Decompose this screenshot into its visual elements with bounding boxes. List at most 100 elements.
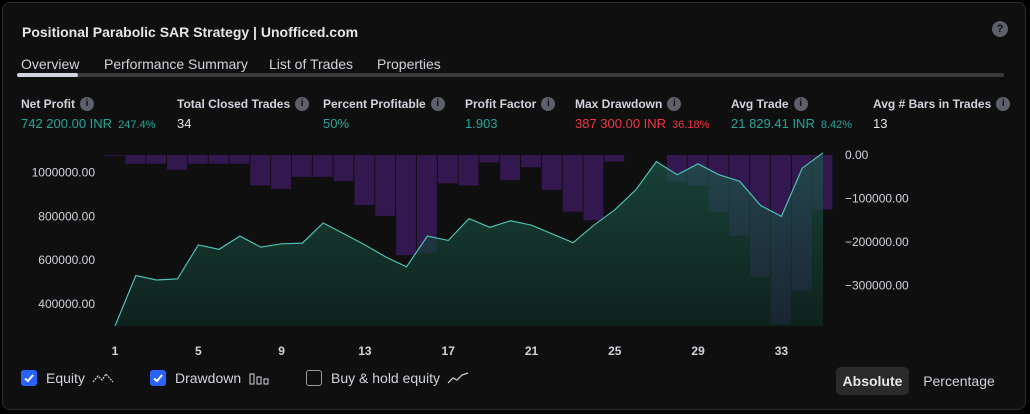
drawdown-bar — [271, 155, 291, 189]
y-tick-label: 400000.00 — [38, 297, 95, 311]
metric-max-drawdown: Max Drawdown i 387 300.00 INR 36.18% — [575, 97, 709, 131]
info-icon[interactable]: i — [667, 97, 682, 111]
y-tick-label: 1000000.00 — [32, 166, 96, 180]
tab-performance-summary[interactable]: Performance Summary — [104, 56, 248, 72]
percentage-toggle-button[interactable]: Percentage — [923, 373, 995, 389]
metric-label: Avg # Bars in Trades — [873, 97, 992, 111]
y-tick-label: −100000.00 — [845, 192, 909, 206]
drawdown-bar — [354, 155, 375, 205]
metric-label: Max Drawdown — [575, 97, 663, 111]
tab-properties[interactable]: Properties — [377, 56, 441, 72]
absolute-toggle-button[interactable]: Absolute — [836, 367, 909, 395]
drawdown-bar — [146, 155, 166, 164]
x-tick-label: 1 — [112, 344, 119, 358]
drawdown-bar — [250, 155, 271, 186]
drawdown-bar — [521, 155, 541, 168]
equity-line — [114, 152, 824, 327]
drawdown-bar — [500, 155, 520, 181]
drawdown-bar — [229, 155, 250, 164]
metric-label: Profit Factor — [465, 97, 537, 111]
y-tick-label: 800000.00 — [38, 209, 95, 223]
y-tick-label: −200000.00 — [845, 235, 909, 249]
equity-area — [114, 152, 824, 327]
equity-checkbox[interactable] — [21, 370, 37, 386]
metric-value: 387 300.00 INR — [575, 116, 667, 131]
x-axis: 1 5 9 13 17 21 25 29 33 — [112, 344, 789, 358]
drawdown-bar — [583, 155, 604, 221]
drawdown-bar — [479, 155, 500, 163]
drawdown-bar — [187, 155, 208, 164]
info-icon[interactable]: i — [295, 97, 310, 111]
metric-sub: 247.4% — [118, 119, 156, 131]
metric-avg-bars: Avg # Bars in Trades i 13 — [873, 97, 1011, 131]
x-tick-label: 33 — [775, 344, 789, 358]
drawdown-bar — [125, 155, 146, 164]
drawdown-bar — [396, 155, 416, 256]
legend-label: Buy & hold equity — [331, 370, 440, 386]
metric-value: 21 829.41 INR — [731, 116, 815, 131]
equity-area-fill — [115, 152, 823, 326]
drawdown-bar — [375, 155, 396, 216]
metric-total-closed-trades: Total Closed Trades i 34 — [177, 97, 310, 131]
tab-overview[interactable]: Overview — [21, 56, 80, 72]
right-axis: 0.00 −100000.00 −200000.00 −300000.00 — [845, 148, 909, 293]
drawdown-bar — [562, 155, 583, 212]
drawdown-checkbox[interactable] — [150, 370, 166, 386]
line-chart-icon — [92, 373, 114, 383]
info-icon[interactable]: i — [80, 97, 94, 111]
buy-hold-checkbox[interactable] — [306, 370, 322, 386]
metric-value: 34 — [177, 116, 192, 131]
metric-avg-trade: Avg Trade i 21 829.41 INR 8.42% — [731, 97, 852, 131]
drawdown-bar — [208, 155, 229, 164]
x-tick-label: 13 — [358, 344, 372, 358]
tab-underline-track — [17, 73, 1004, 77]
tab-active-indicator — [17, 73, 78, 77]
metric-percent-profitable: Percent Profitable i 50% — [323, 97, 445, 131]
x-tick-label: 25 — [608, 344, 622, 358]
drawdown-bar — [458, 155, 479, 186]
info-icon[interactable]: i — [430, 97, 445, 111]
x-tick-label: 21 — [525, 344, 539, 358]
left-axis: 1000000.00 800000.00 600000.00 400000.00 — [32, 166, 96, 312]
strategy-tester-panel: Positional Parabolic SAR Strategy | Unof… — [2, 2, 1026, 410]
drawdown-bar — [312, 155, 333, 177]
metric-label: Percent Profitable — [323, 97, 426, 111]
tab-list-of-trades[interactable]: List of Trades — [269, 56, 354, 72]
metric-label: Net Profit — [21, 97, 75, 111]
drawdown-bar — [104, 155, 125, 156]
bar-chart-icon — [249, 373, 269, 385]
info-icon[interactable]: i — [541, 97, 556, 111]
help-icon[interactable]: ? — [992, 21, 1008, 37]
legend-label: Equity — [46, 370, 85, 386]
metric-sub: 36.18% — [672, 119, 710, 131]
metric-profit-factor: Profit Factor i 1.903 — [465, 97, 556, 131]
legend-label: Drawdown — [175, 370, 242, 386]
y-tick-label: 600000.00 — [38, 253, 95, 267]
y-tick-label: −300000.00 — [845, 279, 909, 293]
drawdown-bar — [333, 155, 354, 182]
metric-value: 742 200.00 INR — [21, 116, 113, 131]
drawdown-bar — [167, 155, 187, 170]
legend-drawdown[interactable]: Drawdown — [150, 370, 270, 386]
legend-buy-hold[interactable]: Buy & hold equity — [306, 370, 469, 386]
metric-value: 13 — [873, 116, 888, 131]
drawdown-bar — [541, 155, 562, 190]
x-tick-label: 17 — [442, 344, 456, 358]
legend-equity[interactable]: Equity — [21, 370, 114, 386]
info-icon[interactable]: i — [793, 97, 808, 111]
y-tick-label: 0.00 — [845, 148, 869, 162]
x-tick-label: 29 — [691, 344, 705, 358]
trend-line-icon — [447, 372, 469, 384]
metric-label: Avg Trade — [731, 97, 789, 111]
metric-value: 50% — [323, 116, 350, 131]
metric-sub: 8.42% — [820, 119, 853, 131]
x-tick-label: 5 — [195, 344, 202, 358]
drawdown-bar — [292, 155, 312, 177]
metric-label: Total Closed Trades — [177, 97, 291, 111]
x-tick-label: 9 — [278, 344, 285, 358]
panel-title: Positional Parabolic SAR Strategy | Unof… — [22, 24, 359, 40]
drawdown-bar — [416, 155, 437, 253]
info-icon[interactable]: i — [996, 97, 1011, 111]
metric-net-profit: Net Profit i 742 200.00 INR 247.4% — [21, 97, 155, 131]
equity-drawdown-chart[interactable]: 1000000.00 800000.00 600000.00 400000.00 0.… — [0, 140, 1030, 362]
